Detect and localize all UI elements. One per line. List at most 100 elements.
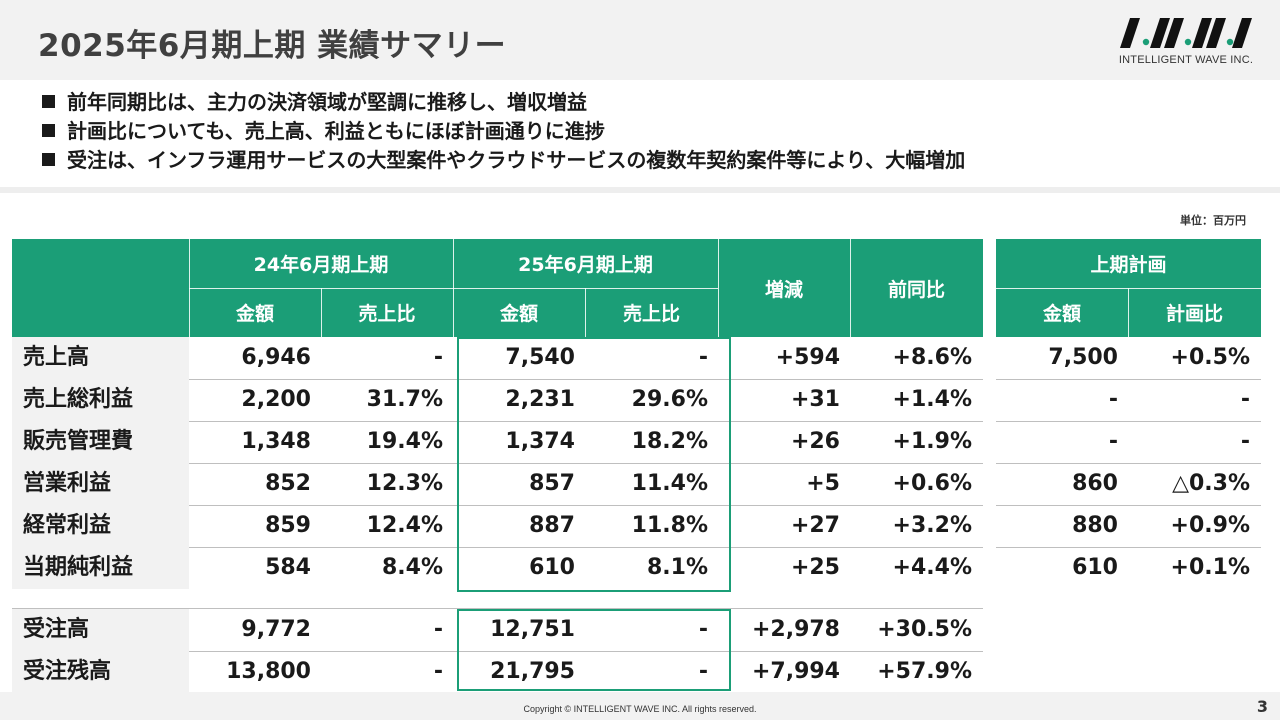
row-label: 売上高 [12,337,189,379]
current-period-highlight [457,337,731,592]
header-change: 増減 [718,239,850,337]
cell-yoy: +30.5% [877,617,972,642]
cell-prev-amount: 2,200 [241,387,311,412]
cell-change: +2,978 [751,617,840,642]
cell-prev-amount: 1,348 [241,429,311,454]
cell-curr-ratio: 8.1% [646,555,708,580]
cell-curr-ratio: - [698,617,708,642]
cell-prev-ratio: 31.7% [366,387,443,412]
page-number: 3 [1256,697,1268,716]
cell-prev-amount: 6,946 [241,345,311,370]
cell-change: +31 [790,387,840,412]
cell-prev-amount: 859 [265,513,311,538]
cell-prev-amount: 852 [265,471,311,496]
row-divider [189,421,983,422]
header-ratio-curr: 売上比 [585,288,718,337]
cell-change: +25 [790,555,840,580]
cell-curr-amount: 1,374 [505,429,575,454]
header-yoy: 前同比 [850,239,983,337]
row-label: 営業利益 [12,463,189,505]
current-orders-highlight [457,609,731,691]
logo-text: INTELLIGENT WAVE INC. [1118,54,1254,66]
footer-bar [0,692,1280,720]
cell-curr-amount: 12,751 [490,617,575,642]
cell-yoy: +8.6% [892,345,972,370]
cell-plan-ratio: - [1240,387,1250,412]
cell-curr-amount: 7,540 [505,345,575,370]
cell-plan-amount: - [1108,429,1118,454]
section-divider [0,187,1280,193]
grid-line [321,288,322,337]
grid-line [585,288,586,337]
cell-yoy: +1.4% [892,387,972,412]
header-period-prev: 24年6月期上期 [189,239,453,288]
cell-curr-ratio: 11.4% [631,471,708,496]
company-logo: INTELLIGENT WAVE INC. [1116,12,1256,72]
cell-change: +594 [775,345,840,370]
cell-prev-ratio: - [433,345,443,370]
row-label: 経常利益 [12,505,189,547]
row-divider [996,547,1261,548]
bullet-text: 計画比についても、売上高、利益ともにほぼ計画通りに進捗 [67,119,605,143]
cell-curr-ratio: - [698,659,708,684]
square-bullet-icon [42,124,55,137]
cell-change: +5 [806,471,840,496]
cell-prev-amount: 9,772 [241,617,311,642]
row-label: 販売管理費 [12,421,189,463]
cell-plan-amount: - [1108,387,1118,412]
header-amount-prev: 金額 [189,288,321,337]
row-divider [996,421,1261,422]
cell-prev-amount: 13,800 [226,659,311,684]
square-bullet-icon [42,95,55,108]
cell-yoy: +4.4% [892,555,972,580]
cell-curr-amount: 887 [529,513,575,538]
square-bullet-icon [42,153,55,166]
row-divider [189,463,983,464]
row-label: 受注高 [12,609,189,651]
cell-curr-ratio: 11.8% [631,513,708,538]
bullet-item: 計画比についても、売上高、利益ともにほぼ計画通りに進捗 [42,117,965,146]
row-divider [189,379,983,380]
cell-change: +26 [790,429,840,454]
row-divider [189,547,983,548]
header-bar [0,0,1280,80]
row-divider [189,651,983,652]
cell-yoy: +0.6% [892,471,972,496]
cell-yoy: +3.2% [892,513,972,538]
cell-yoy: +57.9% [877,659,972,684]
cell-curr-amount: 21,795 [490,659,575,684]
cell-yoy: +1.9% [892,429,972,454]
row-divider [996,463,1261,464]
cell-prev-ratio: 12.4% [366,513,443,538]
cell-plan-amount: 860 [1072,471,1118,496]
cell-change: +7,994 [751,659,840,684]
row-label: 当期純利益 [12,547,189,589]
cell-plan-ratio: +0.9% [1170,513,1250,538]
header-corner [12,239,189,337]
cell-plan-amount: 610 [1072,555,1118,580]
summary-bullets: 前年同期比は、主力の決済領域が堅調に推移し、増収増益 計画比についても、売上高、… [42,88,965,175]
cell-prev-ratio: - [433,617,443,642]
grid-line [189,288,718,289]
cell-prev-ratio: 19.4% [366,429,443,454]
cell-curr-amount: 2,231 [505,387,575,412]
cell-curr-ratio: 18.2% [631,429,708,454]
row-label: 売上総利益 [12,379,189,421]
bullet-item: 受注は、インフラ運用サービスの大型案件やクラウドサービスの複数年契約案件等により… [42,146,965,175]
bullet-text: 受注は、インフラ運用サービスの大型案件やクラウドサービスの複数年契約案件等により… [67,148,966,172]
header-plan-amount: 金額 [996,288,1128,337]
grid-line [718,239,719,337]
page-title: 2025年6月期上期 業績サマリー [38,28,507,64]
row-divider [996,505,1261,506]
cell-plan-ratio: +0.1% [1170,555,1250,580]
row-label: 受注残高 [12,651,189,693]
cell-prev-ratio: - [433,659,443,684]
cell-plan-ratio: - [1240,429,1250,454]
cell-curr-ratio: 29.6% [631,387,708,412]
cell-plan-amount: 7,500 [1048,345,1118,370]
bullet-item: 前年同期比は、主力の決済領域が堅調に推移し、増収増益 [42,88,965,117]
header-plan-ratio: 計画比 [1128,288,1261,337]
copyright: Copyright © INTELLIGENT WAVE INC. All ri… [523,704,757,714]
cell-prev-ratio: 12.3% [366,471,443,496]
header-plan: 上期計画 [996,239,1261,288]
